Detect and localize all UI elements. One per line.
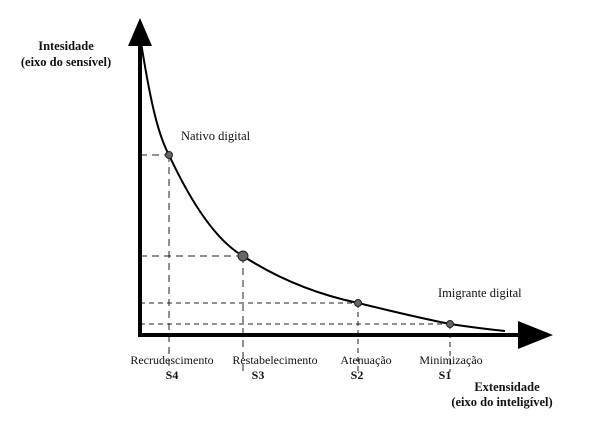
point-s2-code: S2 [351, 368, 364, 382]
x-axis-arrowhead [518, 321, 553, 349]
point-s1 [446, 320, 454, 328]
point-s3-name: Restabelecimento [232, 353, 317, 367]
point-s4-code: S4 [166, 368, 179, 382]
point-s3-code: S3 [252, 368, 265, 382]
point-s1-name: Minimização [419, 353, 482, 367]
point-s4-name: Recrudescimento [130, 353, 213, 367]
point-s4 [165, 151, 173, 159]
x-axis-title-line1: Extensidade [474, 380, 540, 394]
y-axis-title-line1: Intesidade [38, 39, 94, 53]
label-nativo-digital: Nativo digital [181, 129, 251, 143]
point-s2 [354, 299, 362, 307]
point-s1-code: S1 [439, 368, 452, 382]
point-s2-name: Atenuação [340, 353, 391, 367]
x-axis-title-line2: (eixo do inteligível) [451, 395, 552, 409]
y-axis-title-line2: (eixo do sensível) [21, 55, 111, 69]
label-imigrante-digital: Imigrante digital [438, 286, 522, 300]
point-s3 [237, 250, 249, 262]
y-axis-arrowhead [128, 18, 152, 46]
